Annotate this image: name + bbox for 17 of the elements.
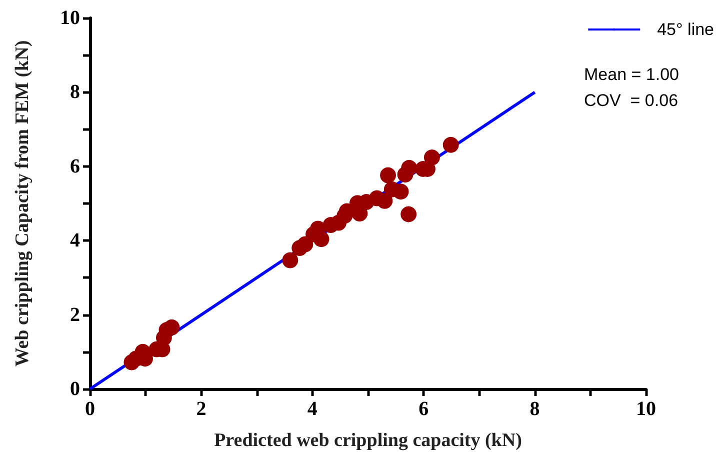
y-axis-title: Web crippling Capacity from FEM (kN): [12, 40, 33, 367]
y-tick-label: 0: [70, 378, 80, 400]
x-tick-label: 4: [307, 398, 318, 420]
legend-label: 45° line: [657, 20, 714, 39]
y-tick-label: 2: [70, 304, 80, 326]
y-tick-label: 8: [70, 81, 80, 104]
annotation: Mean = 1.00: [584, 65, 679, 84]
y-tick-label: 10: [60, 7, 80, 29]
x-tick-label: 8: [530, 398, 540, 420]
annotation: COV = 0.06: [584, 91, 678, 110]
x-axis-title: Predicted web crippling capacity (kN): [214, 430, 522, 451]
x-tick-label: 6: [418, 398, 429, 420]
x-tick-label: 10: [636, 398, 656, 420]
y-tick-label: 4: [70, 230, 80, 252]
x-tick-label: 2: [196, 398, 206, 420]
y-tick-label: 6: [70, 155, 80, 178]
x-tick-label: 0: [85, 398, 95, 420]
